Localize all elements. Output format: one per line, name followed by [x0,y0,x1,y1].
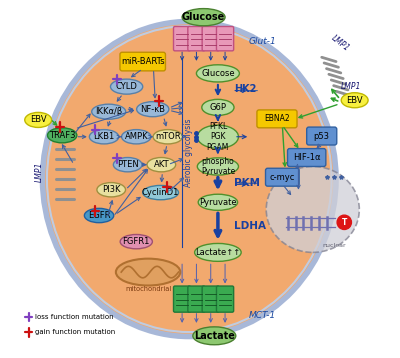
Text: LDHA: LDHA [234,221,266,231]
Text: AMPK: AMPK [124,132,148,141]
Text: mTOR: mTOR [155,132,180,141]
Text: T: T [342,218,347,227]
Ellipse shape [143,185,178,200]
Text: miR-BARTs: miR-BARTs [121,57,164,66]
Text: AKT: AKT [154,160,169,169]
Ellipse shape [196,65,239,82]
Text: PI3K: PI3K [102,185,120,194]
FancyBboxPatch shape [307,127,337,145]
Text: Lactate↑↑: Lactate↑↑ [195,248,240,257]
Text: LMP1: LMP1 [35,162,44,182]
FancyBboxPatch shape [216,286,234,312]
Text: EBV: EBV [30,115,46,125]
FancyBboxPatch shape [188,286,205,312]
Text: phospho
Pyruvate: phospho Pyruvate [201,157,235,176]
Ellipse shape [48,128,77,143]
FancyBboxPatch shape [202,286,219,312]
Text: HK2: HK2 [234,84,256,95]
FancyBboxPatch shape [288,149,326,166]
Ellipse shape [122,130,151,144]
Text: MCT-1: MCT-1 [248,311,276,320]
Ellipse shape [89,130,119,144]
Text: TRAF3: TRAF3 [49,131,76,140]
FancyBboxPatch shape [188,26,205,51]
Text: LMP1: LMP1 [341,82,361,91]
Ellipse shape [120,234,152,249]
Ellipse shape [198,194,238,211]
Ellipse shape [153,130,182,144]
Text: PTEN: PTEN [117,160,138,169]
Text: Lactate: Lactate [194,331,235,341]
Ellipse shape [197,125,238,148]
Text: IKKα/β: IKKα/β [95,107,122,116]
Ellipse shape [193,327,236,345]
FancyBboxPatch shape [216,26,234,51]
Text: LMP1: LMP1 [330,34,351,53]
Ellipse shape [116,258,180,286]
FancyBboxPatch shape [174,26,191,51]
FancyBboxPatch shape [266,168,299,186]
Ellipse shape [202,100,234,115]
Text: CYLD: CYLD [116,82,138,91]
Ellipse shape [25,112,52,127]
Ellipse shape [42,21,336,337]
Text: gain function mutation: gain function mutation [35,329,116,335]
Ellipse shape [147,158,176,172]
Ellipse shape [197,158,238,175]
Ellipse shape [182,9,225,26]
Text: G6P: G6P [210,103,226,112]
Text: Glucose: Glucose [182,12,225,22]
Ellipse shape [110,79,143,94]
Text: EBNA2: EBNA2 [264,114,290,124]
Text: CyclinD1: CyclinD1 [142,188,179,197]
FancyBboxPatch shape [174,286,191,312]
Ellipse shape [341,93,368,108]
Text: Pyruvate: Pyruvate [199,198,237,207]
Ellipse shape [137,102,169,117]
Ellipse shape [113,158,142,172]
Ellipse shape [266,166,359,252]
Text: NF-κB: NF-κB [140,105,165,114]
Text: p53: p53 [314,131,330,141]
Text: FGFR1: FGFR1 [122,237,150,246]
Text: PFKL
PGK
PGAM: PFKL PGK PGAM [207,122,229,152]
Ellipse shape [84,208,114,223]
Text: EGFR: EGFR [88,211,110,220]
Text: nuclear: nuclear [322,243,346,248]
Text: loss function mutation: loss function mutation [35,314,114,320]
Ellipse shape [92,104,126,119]
FancyBboxPatch shape [202,26,219,51]
Text: Aerobic glycolysis: Aerobic glycolysis [184,118,193,187]
FancyBboxPatch shape [120,52,166,71]
Ellipse shape [195,243,241,261]
Text: LKB1: LKB1 [94,132,115,141]
Text: PKM: PKM [234,178,260,188]
Ellipse shape [97,183,126,197]
Text: Glucose: Glucose [201,69,235,78]
Text: EBV: EBV [346,96,363,105]
FancyBboxPatch shape [257,110,297,128]
Text: HIF-1α: HIF-1α [293,153,320,162]
Text: Glut-1: Glut-1 [248,37,276,46]
Circle shape [337,215,352,229]
Text: mitochondrial: mitochondrial [125,286,171,292]
Text: c-myc: c-myc [270,173,295,182]
